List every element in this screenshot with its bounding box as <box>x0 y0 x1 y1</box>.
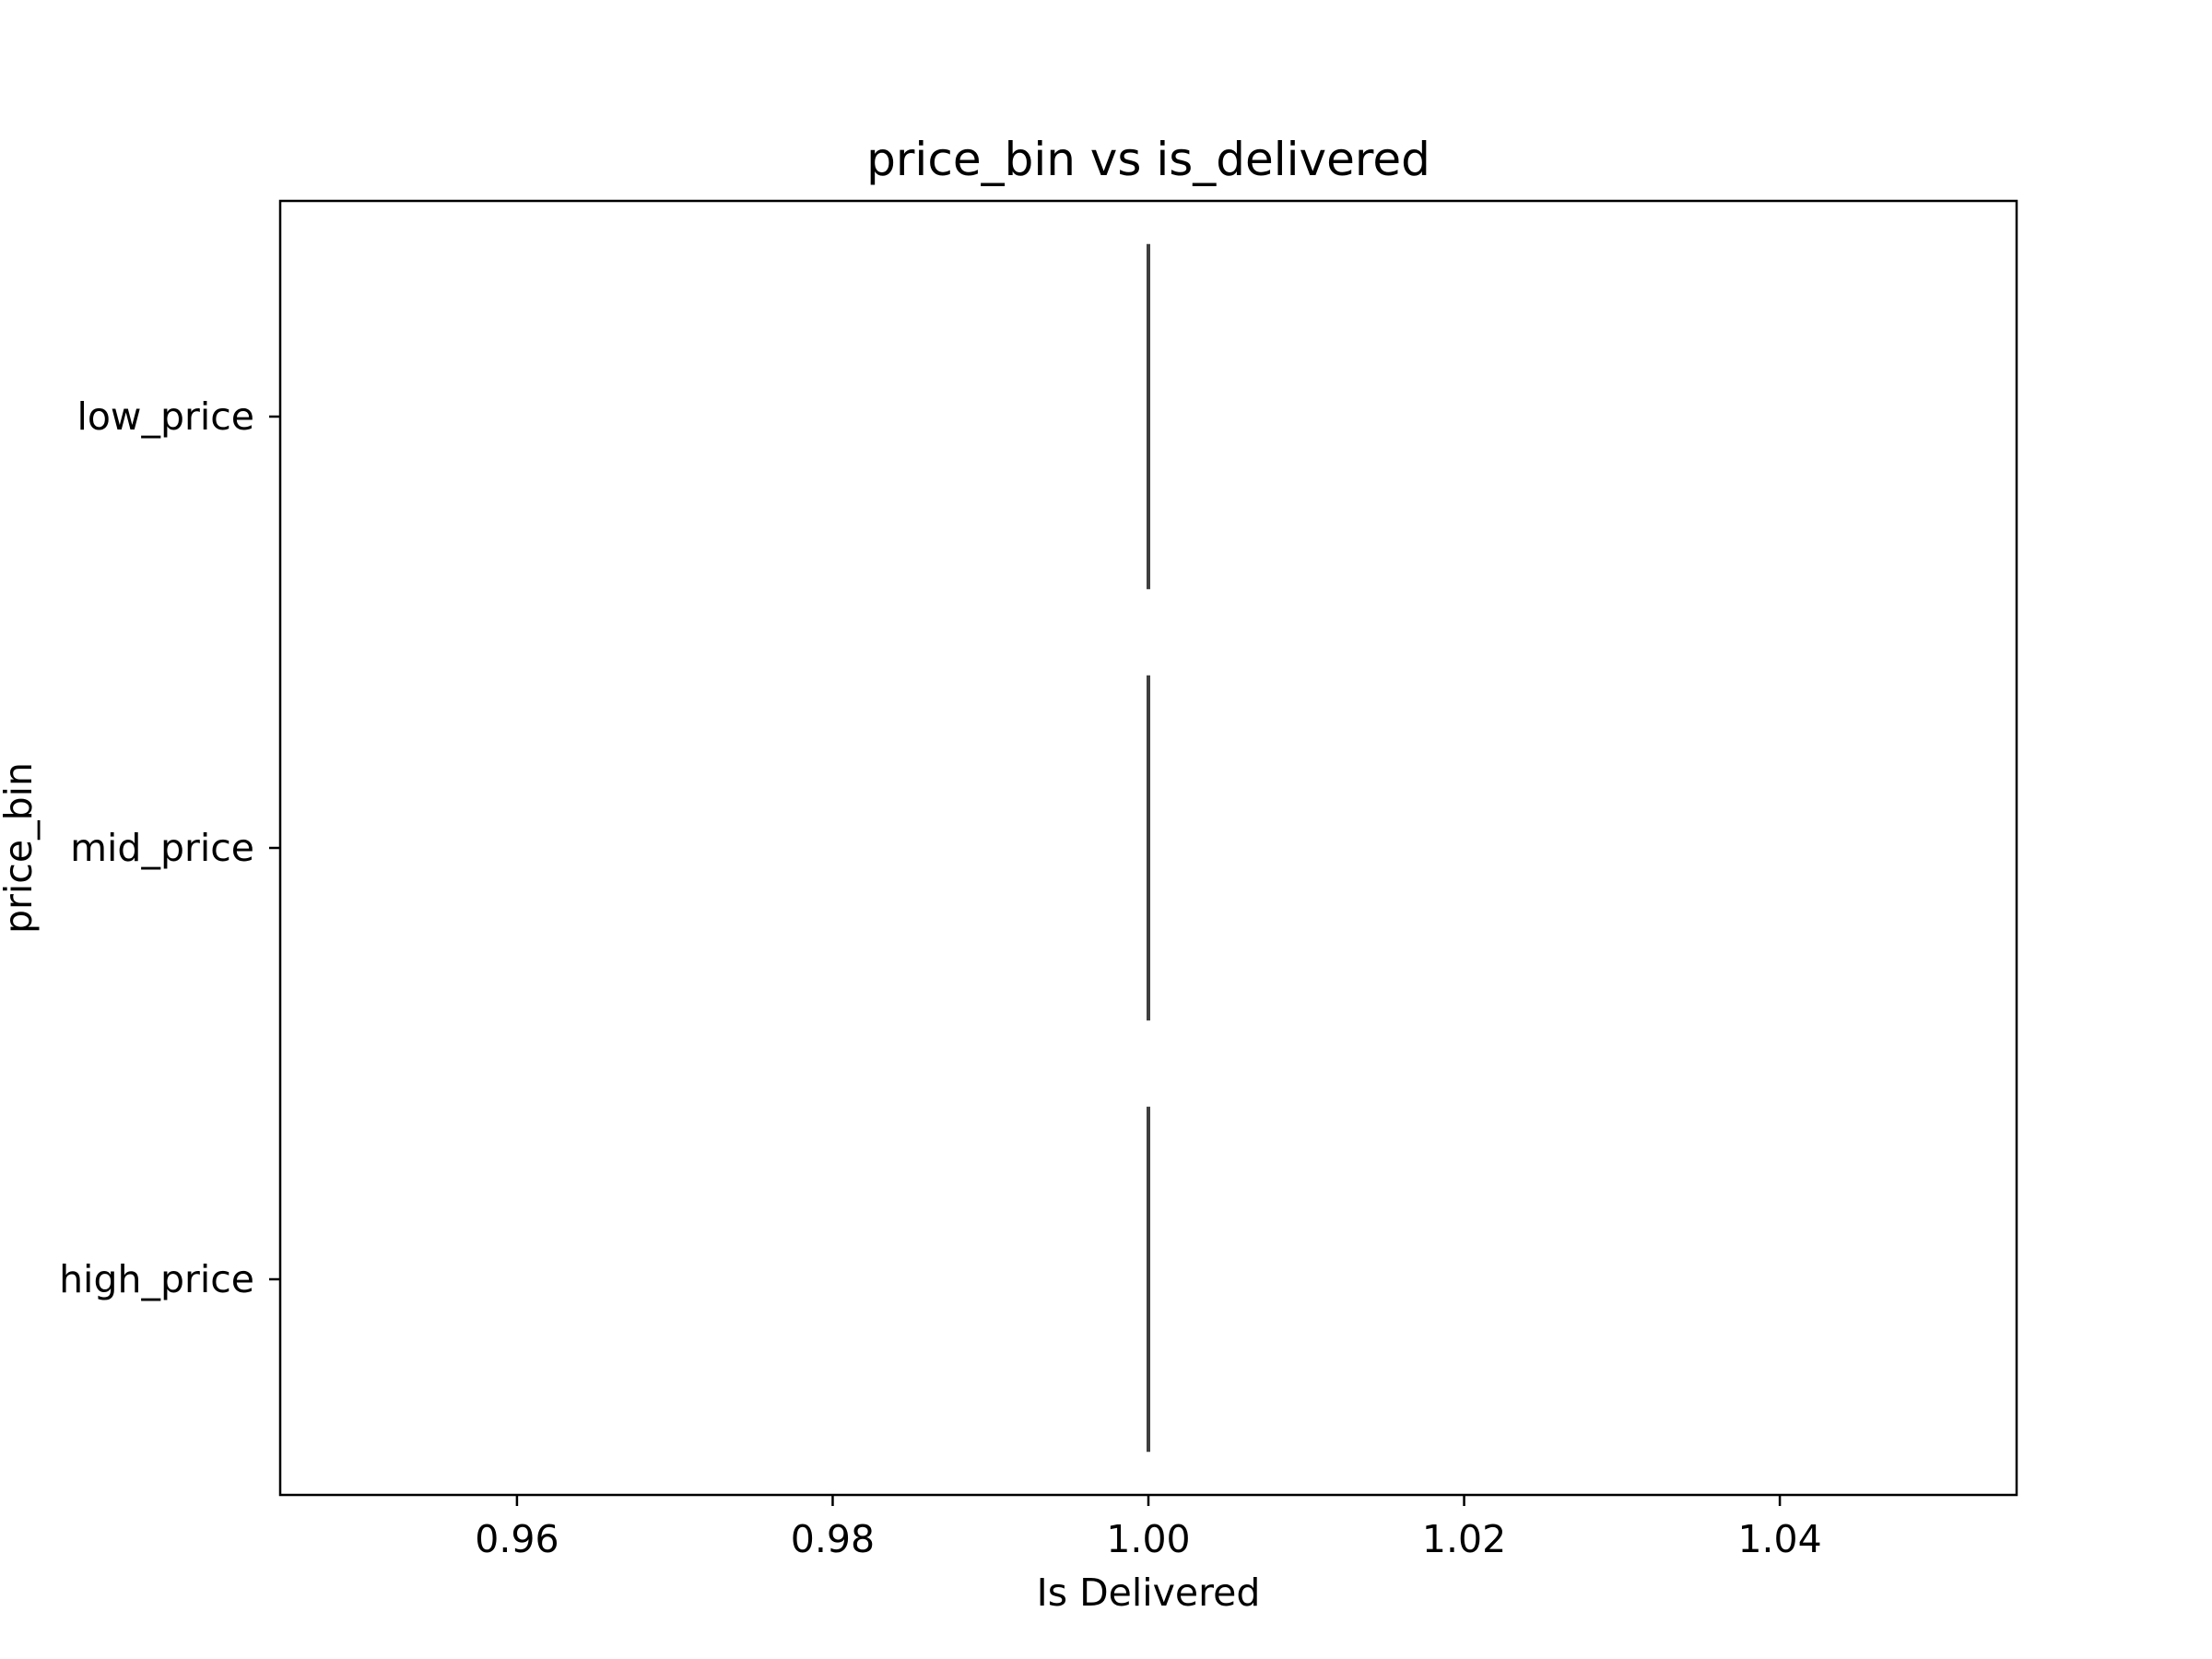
y-tick-label: mid_price <box>70 826 254 870</box>
x-tick-label: 1.04 <box>1737 1517 1821 1561</box>
plot-frame <box>278 199 2018 1497</box>
x-tick-label: 0.98 <box>791 1517 875 1561</box>
y-axis-label: price_bin <box>0 762 41 934</box>
x-tick-label: 1.02 <box>1422 1517 1506 1561</box>
y-tick-label: high_price <box>59 1257 254 1301</box>
x-tick-label: 0.96 <box>475 1517 559 1561</box>
x-axis-ticks: 0.96 0.98 1.00 1.02 1.04 <box>475 1495 1822 1561</box>
y-tick-label: low_price <box>76 394 254 439</box>
x-axis-label: Is Delivered <box>1037 1571 1261 1615</box>
chart-title: price_bin vs is_delivered <box>866 133 1430 186</box>
y-axis-ticks: low_price mid_price high_price <box>59 394 280 1301</box>
x-tick-label: 1.00 <box>1106 1517 1190 1561</box>
